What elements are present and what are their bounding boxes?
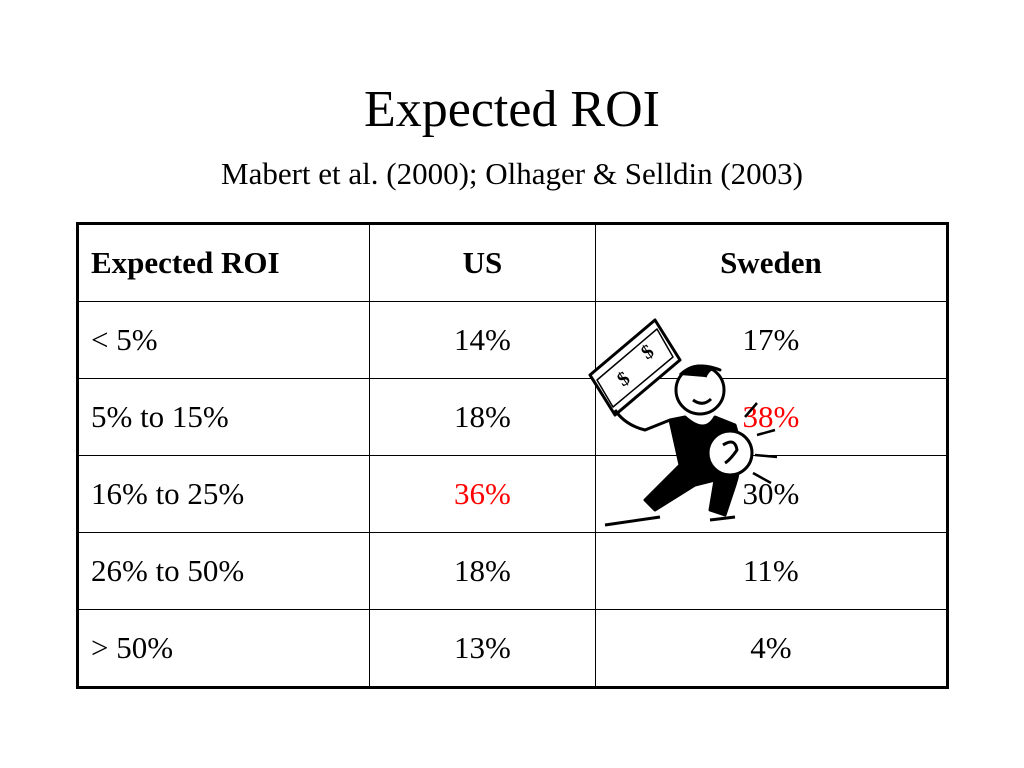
header-cell: US xyxy=(369,223,596,302)
cell: 4% xyxy=(594,609,949,688)
cell: < 5% xyxy=(77,301,370,379)
header-cell: Expected ROI xyxy=(77,223,370,302)
clipart: $ $ xyxy=(588,318,778,527)
cell: 26% to 50% xyxy=(77,532,370,610)
cell: 18% xyxy=(369,532,596,610)
slide-subtitle: Mabert et al. (2000); Olhager & Selldin … xyxy=(221,156,803,191)
slide-title: Expected ROI xyxy=(363,81,660,138)
row: < 5% 14% 17% xyxy=(77,301,949,379)
header-row: Expected ROI US Sweden xyxy=(77,223,949,302)
cell: 18% xyxy=(369,378,596,456)
cell: 11% xyxy=(594,532,949,610)
cell: 13% xyxy=(369,609,596,688)
cell: 36% xyxy=(369,455,596,533)
row: 5% to 15% 18% 38% xyxy=(77,378,949,456)
cell: 14% xyxy=(369,301,596,379)
cell: 5% to 15% xyxy=(77,378,370,456)
header-cell: Sweden xyxy=(594,223,949,302)
row: 26% to 50% 18% 11% xyxy=(77,532,949,610)
row: 16% to 25% 36% 30% xyxy=(77,455,949,533)
roi-table: Expected ROI US Sweden < 5% 14% 17% 5% t… xyxy=(76,222,949,689)
cell: > 50% xyxy=(77,609,370,688)
row: > 50% 13% 4% xyxy=(77,609,949,688)
cell: 16% to 25% xyxy=(77,455,370,533)
cell: 38% xyxy=(594,378,949,456)
